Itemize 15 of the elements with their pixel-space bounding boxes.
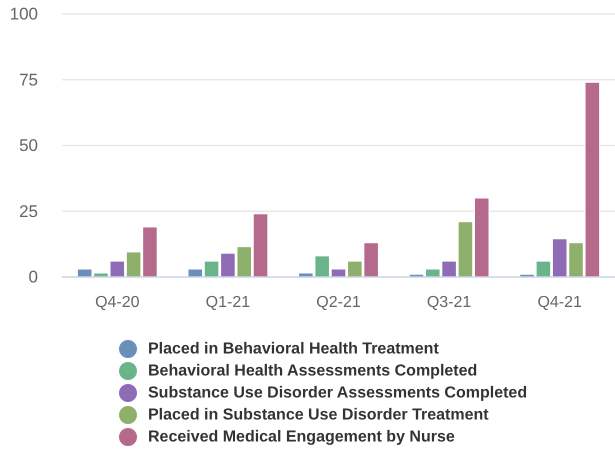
y-tick-label: 75 [19,70,38,90]
x-tick-label: Q2-21 [316,294,361,311]
x-tick-label: Q1-21 [206,294,250,311]
y-tick-label: 25 [19,202,38,221]
legend-label: Behavioral Health Assessments Completed [148,362,478,380]
legend-label: Placed in Behavioral Health Treatment [148,340,440,358]
y-tick-label: 0 [28,268,38,286]
x-tick-label: Q4-20 [95,294,140,311]
legend-label: Substance Use Disorder Assessments Completed [148,384,528,402]
legend-label: Placed in Substance Use Disorder Treatment [148,406,490,424]
x-tick-label: Q3-21 [426,294,472,311]
y-tick-label: 100 [10,4,38,24]
x-tick-label: Q4-21 [537,294,582,311]
y-tick-label: 50 [19,136,38,155]
legend-label: Received Medical Engagement by Nurse [148,428,455,446]
